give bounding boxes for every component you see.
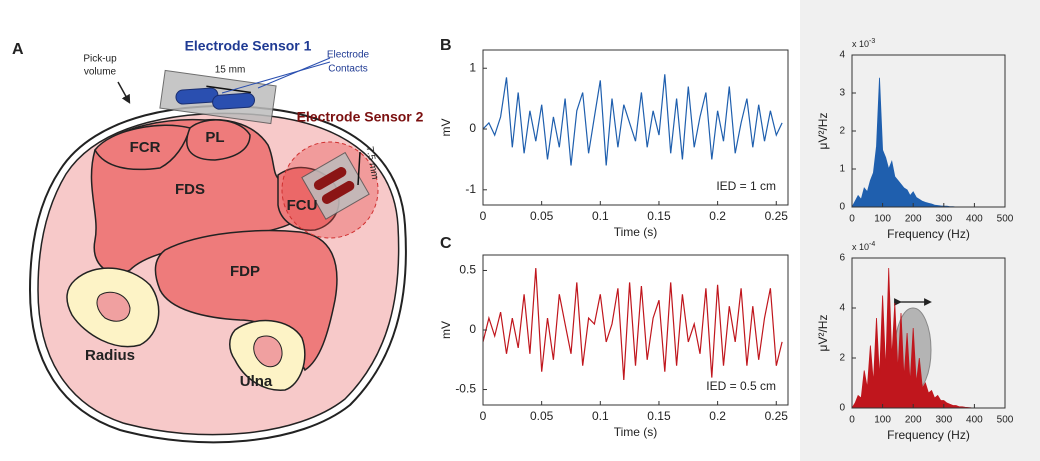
x-tick-label: 0.05 [530,209,554,223]
multiplier-base: x 10 [852,39,869,49]
y-tick-label: 4 [839,303,845,314]
x-tick-label: 0.1 [592,409,609,423]
axis-box [851,257,1006,409]
panel-label: C [440,235,452,252]
panel-label: B [440,37,452,54]
y-tick-label: 0 [469,322,476,336]
contact-pointer [221,61,331,94]
axis-box [482,49,789,206]
x-tick-label: 0.25 [765,209,789,223]
y-tick-label: 6 [839,253,845,264]
muscle-pl [186,119,251,161]
contacts-label: Contacts [328,64,367,75]
y-tick-label: 4 [839,50,845,61]
y-tick-label: 3 [839,88,845,99]
y-tick-label: 0 [839,403,845,414]
multiplier-exponent: -3 [869,38,875,45]
muscle-label: FCR [130,139,161,156]
y-tick-label: -0.5 [455,382,476,396]
x-tick-label: 100 [874,214,891,225]
signal-line [482,74,783,166]
x-tick-label: 0 [849,214,855,225]
x-tick-label: 0.15 [647,209,671,223]
signal-line [482,268,783,381]
y-tick-label: 2 [839,353,845,364]
contact-pointer [257,57,331,89]
y-axis-label: μV²/Hz [816,315,830,352]
x-tick-label: 500 [997,214,1014,225]
y-tick-label: 0.5 [459,263,476,277]
x-tick-label: 100 [874,415,891,426]
x-tick-label: 0.05 [530,409,554,423]
sensor-1-label: Electrode Sensor 1 [185,38,312,54]
y-tick-label: 0 [469,121,476,135]
distance-label: 15 mm [215,65,246,76]
y-multiplier: x 10-4 [852,241,875,253]
muscle-label: PL [205,129,224,146]
x-axis-label: Time (s) [614,225,658,239]
x-axis-label: Frequency (Hz) [887,227,970,241]
x-tick-label: 400 [966,214,983,225]
x-tick-label: 0 [480,409,487,423]
y-tick-label: 1 [839,164,845,175]
x-tick-label: 0 [849,415,855,426]
muscle-label: FCU [287,197,318,214]
x-tick-label: 0 [480,209,487,223]
radius-marrow [96,291,131,322]
y-axis-label: μV²/Hz [816,113,830,150]
sensor-2 [301,151,370,220]
annotation: IED = 0.5 cm [706,379,776,393]
contacts-label: Electrode [327,50,370,61]
pickup-arrow [117,81,131,104]
pickup-label: volume [84,67,117,78]
x-axis-label: Time (s) [614,425,658,439]
sensor-1 [159,69,277,125]
x-tick-label: 400 [966,415,983,426]
x-tick-label: 0.25 [765,409,789,423]
y-axis-label: mV [439,119,453,137]
x-tick-label: 0.1 [592,209,609,223]
x-tick-label: 200 [905,214,922,225]
multiplier-base: x 10 [852,242,869,252]
x-tick-label: 500 [997,415,1014,426]
y-axis-label: mV [439,321,453,339]
y-tick-label: 0 [839,202,845,213]
bone-label: Radius [85,347,135,364]
x-tick-label: 300 [935,415,952,426]
annotation: IED = 1 cm [716,179,776,193]
x-axis-label: Frequency (Hz) [887,428,970,442]
y-tick-label: 2 [839,126,845,137]
x-tick-label: 300 [935,214,952,225]
pickup-label: Pick-up [83,54,117,65]
panel-label: A [12,41,24,58]
x-tick-label: 200 [905,415,922,426]
ulna-marrow [253,335,283,368]
x-tick-label: 0.2 [709,209,726,223]
distance-arrow [357,151,361,186]
muscle-fcr [94,124,191,171]
x-tick-label: 0.2 [709,409,726,423]
y-multiplier: x 10-3 [852,38,875,50]
multiplier-exponent: -4 [869,241,875,248]
x-tick-label: 0.15 [647,409,671,423]
muscle-label: FDS [175,181,205,198]
muscle-label: FDP [230,263,260,280]
y-tick-label: 1 [469,60,476,74]
bone-label: Ulna [240,373,273,390]
cross-section [28,57,407,444]
y-tick-label: -1 [465,182,476,196]
sensor-2-label: Electrode Sensor 2 [297,109,424,125]
